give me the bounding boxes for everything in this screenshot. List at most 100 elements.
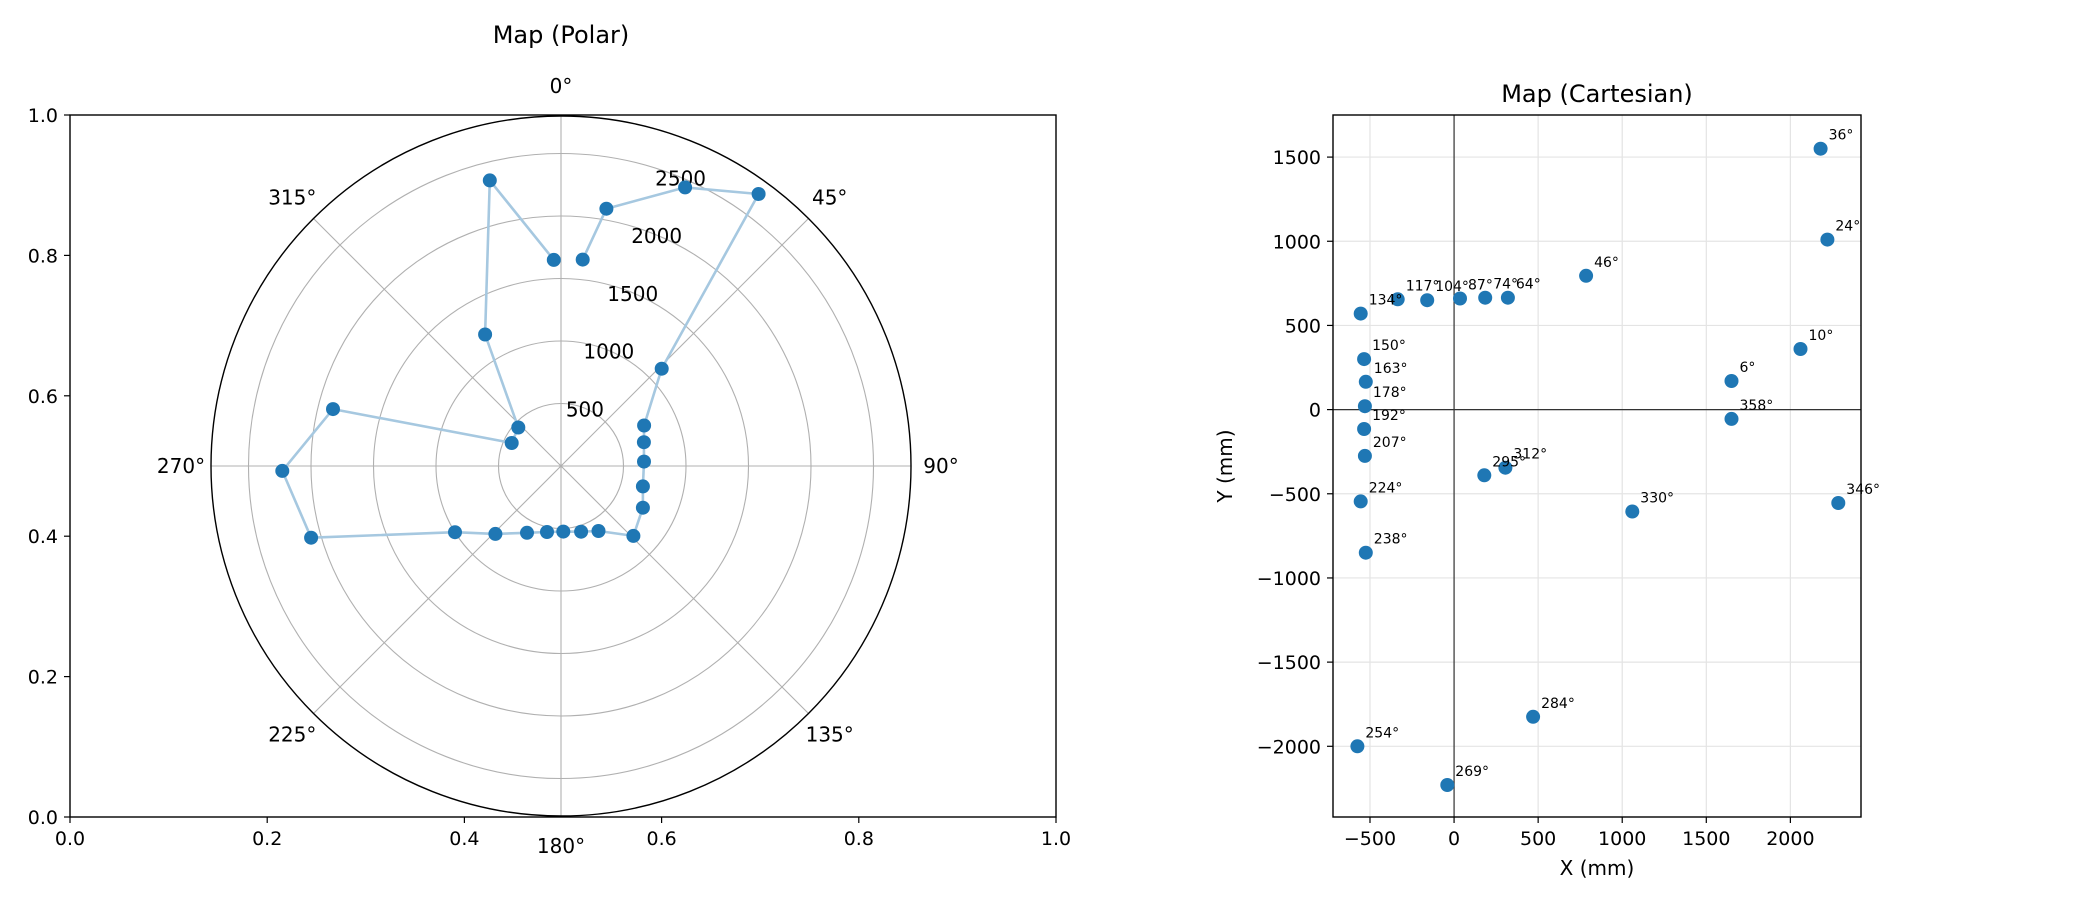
cartesian-y-tick-label: 0 bbox=[1309, 400, 1321, 422]
cartesian-point-label: 295° bbox=[1492, 454, 1526, 470]
polar-point bbox=[520, 525, 534, 540]
cartesian-chart: Map (Cartesian) 6°10°24°36°46°64°74°87°1… bbox=[1213, 80, 1880, 880]
cartesian-point bbox=[1820, 232, 1835, 247]
polar-point bbox=[511, 420, 526, 435]
cartesian-point-label: 238° bbox=[1374, 532, 1408, 548]
cartesian-point bbox=[1390, 292, 1405, 307]
polar-radial-tick-label: 2000 bbox=[631, 224, 682, 248]
cartesian-x-tick-label: 2000 bbox=[1766, 828, 1814, 850]
cartesian-point-label: 6° bbox=[1740, 360, 1756, 376]
cartesian-point bbox=[1478, 290, 1493, 305]
polar-frame-y-tick-label: 0.4 bbox=[28, 526, 58, 548]
cartesian-point bbox=[1724, 411, 1739, 426]
polar-angle-tick-label: 90° bbox=[923, 454, 958, 478]
polar-point bbox=[556, 524, 571, 539]
cartesian-point-label: 104° bbox=[1435, 279, 1469, 295]
cartesian-grid bbox=[1333, 115, 1861, 817]
cartesian-point-label: 46° bbox=[1594, 255, 1619, 271]
polar-point bbox=[326, 402, 340, 417]
cartesian-point-label: 254° bbox=[1365, 725, 1399, 741]
polar-point bbox=[448, 525, 462, 540]
cartesian-point-label: 74° bbox=[1493, 277, 1518, 293]
polar-frame-y-tick-label: 1.0 bbox=[28, 105, 58, 127]
cartesian-y-tick-label: 1000 bbox=[1273, 231, 1321, 253]
polar-point bbox=[751, 187, 766, 201]
polar-point bbox=[635, 479, 650, 494]
cartesian-ticks: −500 0 500 1000 1500 2000 −2000 −1500 −1000 −500 0… bbox=[1257, 147, 1815, 850]
cartesian-y-tick-label: −1000 bbox=[1257, 568, 1321, 590]
polar-frame-y-tick-label: 0.0 bbox=[28, 807, 58, 829]
polar-series-line bbox=[280, 179, 760, 540]
polar-chart-title: Map (Polar) bbox=[493, 21, 630, 49]
polar-point bbox=[574, 524, 589, 539]
polar-point bbox=[540, 525, 554, 539]
cartesian-y-tick-label: 1500 bbox=[1273, 147, 1321, 169]
polar-frame-y-tick-label: 0.8 bbox=[28, 245, 58, 267]
polar-frame-x-tick-label: 0.8 bbox=[844, 828, 874, 850]
cartesian-point bbox=[1453, 291, 1467, 306]
polar-point bbox=[599, 201, 614, 216]
cartesian-point bbox=[1358, 374, 1373, 389]
cartesian-point-label: 150° bbox=[1372, 338, 1406, 354]
polar-angle-tick-label: 135° bbox=[806, 723, 854, 747]
polar-point bbox=[275, 463, 290, 478]
polar-frame bbox=[69, 114, 1057, 818]
polar-point bbox=[626, 528, 641, 543]
cartesian-point bbox=[1357, 422, 1372, 436]
polar-spoke bbox=[560, 218, 809, 467]
cartesian-point bbox=[1500, 290, 1515, 305]
polar-point bbox=[635, 500, 650, 515]
cartesian-point bbox=[1625, 504, 1640, 519]
cartesian-point bbox=[1358, 545, 1373, 560]
cartesian-point bbox=[1813, 141, 1828, 156]
polar-angle-tick-label: 0° bbox=[550, 74, 573, 98]
polar-point bbox=[478, 327, 493, 342]
polar-point bbox=[546, 252, 561, 267]
polar-frame-x-tick-label: 0.6 bbox=[646, 828, 676, 850]
polar-angle-tick-label: 270° bbox=[157, 454, 205, 478]
cartesian-x-tick-label: 0 bbox=[1448, 828, 1460, 850]
polar-angle-tick-label: 45° bbox=[812, 185, 847, 209]
cartesian-point-label: 117° bbox=[1406, 278, 1440, 294]
polar-frame-x-tick-label: 0.0 bbox=[55, 828, 85, 850]
polar-frame-x-tick-label: 0.2 bbox=[252, 828, 282, 850]
polar-radial-tick-label: 1500 bbox=[607, 282, 658, 306]
polar-angle-tick-label: 225° bbox=[268, 723, 316, 747]
cartesian-point bbox=[1353, 306, 1368, 321]
cartesian-point bbox=[1357, 399, 1372, 414]
polar-point bbox=[654, 361, 669, 376]
cartesian-point bbox=[1350, 739, 1365, 754]
cartesian-point bbox=[1526, 709, 1541, 724]
cartesian-point bbox=[1793, 342, 1808, 356]
cartesian-point-label: 346° bbox=[1846, 482, 1880, 498]
cartesian-x-tick-label: 500 bbox=[1520, 828, 1556, 850]
cartesian-point-label: 64° bbox=[1516, 277, 1541, 293]
polar-radial-tick-label: 500 bbox=[566, 397, 604, 421]
polar-point bbox=[488, 526, 503, 541]
polar-point bbox=[482, 173, 497, 188]
polar-connecting-line bbox=[280, 179, 760, 540]
cartesian-point-label: 163° bbox=[1374, 361, 1408, 377]
cartesian-point-label: 10° bbox=[1809, 328, 1834, 344]
cartesian-point-label: 36° bbox=[1829, 128, 1854, 144]
cartesian-point-label: 87° bbox=[1468, 278, 1493, 294]
cartesian-point-label: 330° bbox=[1640, 491, 1674, 507]
cartesian-point-label: 207° bbox=[1373, 435, 1407, 451]
cartesian-zero-lines bbox=[1333, 115, 1861, 817]
cartesian-x-tick-label: 1000 bbox=[1598, 828, 1646, 850]
cartesian-point-label: 284° bbox=[1541, 696, 1575, 712]
cartesian-point bbox=[1357, 352, 1372, 367]
cartesian-x-axis-label: X (mm) bbox=[1560, 856, 1635, 880]
cartesian-point bbox=[1831, 496, 1846, 510]
polar-angle-tick-label: 315° bbox=[268, 185, 316, 209]
polar-point bbox=[575, 252, 590, 267]
cartesian-y-tick-label: −2000 bbox=[1257, 736, 1321, 758]
polar-frame-y-tick-label: 0.2 bbox=[28, 667, 58, 689]
polar-point bbox=[504, 436, 519, 450]
cartesian-point-label: 24° bbox=[1835, 219, 1860, 235]
polar-spoke bbox=[560, 465, 809, 714]
cartesian-point-label: 178° bbox=[1373, 385, 1407, 401]
cartesian-point bbox=[1357, 448, 1372, 463]
cartesian-point-label: 224° bbox=[1369, 480, 1403, 496]
